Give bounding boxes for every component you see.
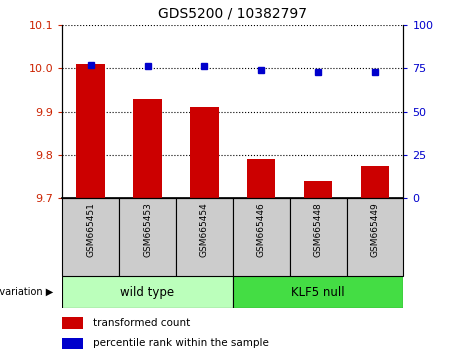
Text: wild type: wild type	[120, 286, 175, 298]
Text: GSM665453: GSM665453	[143, 202, 152, 257]
Text: GSM665454: GSM665454	[200, 202, 209, 257]
Bar	[133, 98, 162, 198]
Bar	[77, 64, 105, 198]
Text: GSM665449: GSM665449	[371, 202, 379, 257]
Bar	[233, 198, 290, 276]
Bar	[290, 198, 347, 276]
Bar	[361, 166, 389, 198]
Bar	[62, 338, 83, 349]
Text: genotype/variation ▶: genotype/variation ▶	[0, 287, 53, 297]
Bar	[347, 198, 403, 276]
Text: GSM665446: GSM665446	[257, 202, 266, 257]
Title: GDS5200 / 10382797: GDS5200 / 10382797	[158, 7, 307, 21]
Bar	[119, 198, 176, 276]
Text: GSM665451: GSM665451	[86, 202, 95, 257]
Bar	[62, 317, 83, 329]
Bar	[62, 198, 119, 276]
Bar	[190, 107, 219, 198]
Text: percentile rank within the sample: percentile rank within the sample	[93, 338, 269, 348]
Text: KLF5 null: KLF5 null	[291, 286, 345, 298]
Bar	[304, 181, 332, 198]
Text: transformed count: transformed count	[93, 318, 190, 328]
Bar	[247, 159, 276, 198]
Bar	[233, 276, 403, 308]
Bar	[176, 198, 233, 276]
Text: GSM665448: GSM665448	[313, 202, 323, 257]
Bar	[62, 276, 233, 308]
